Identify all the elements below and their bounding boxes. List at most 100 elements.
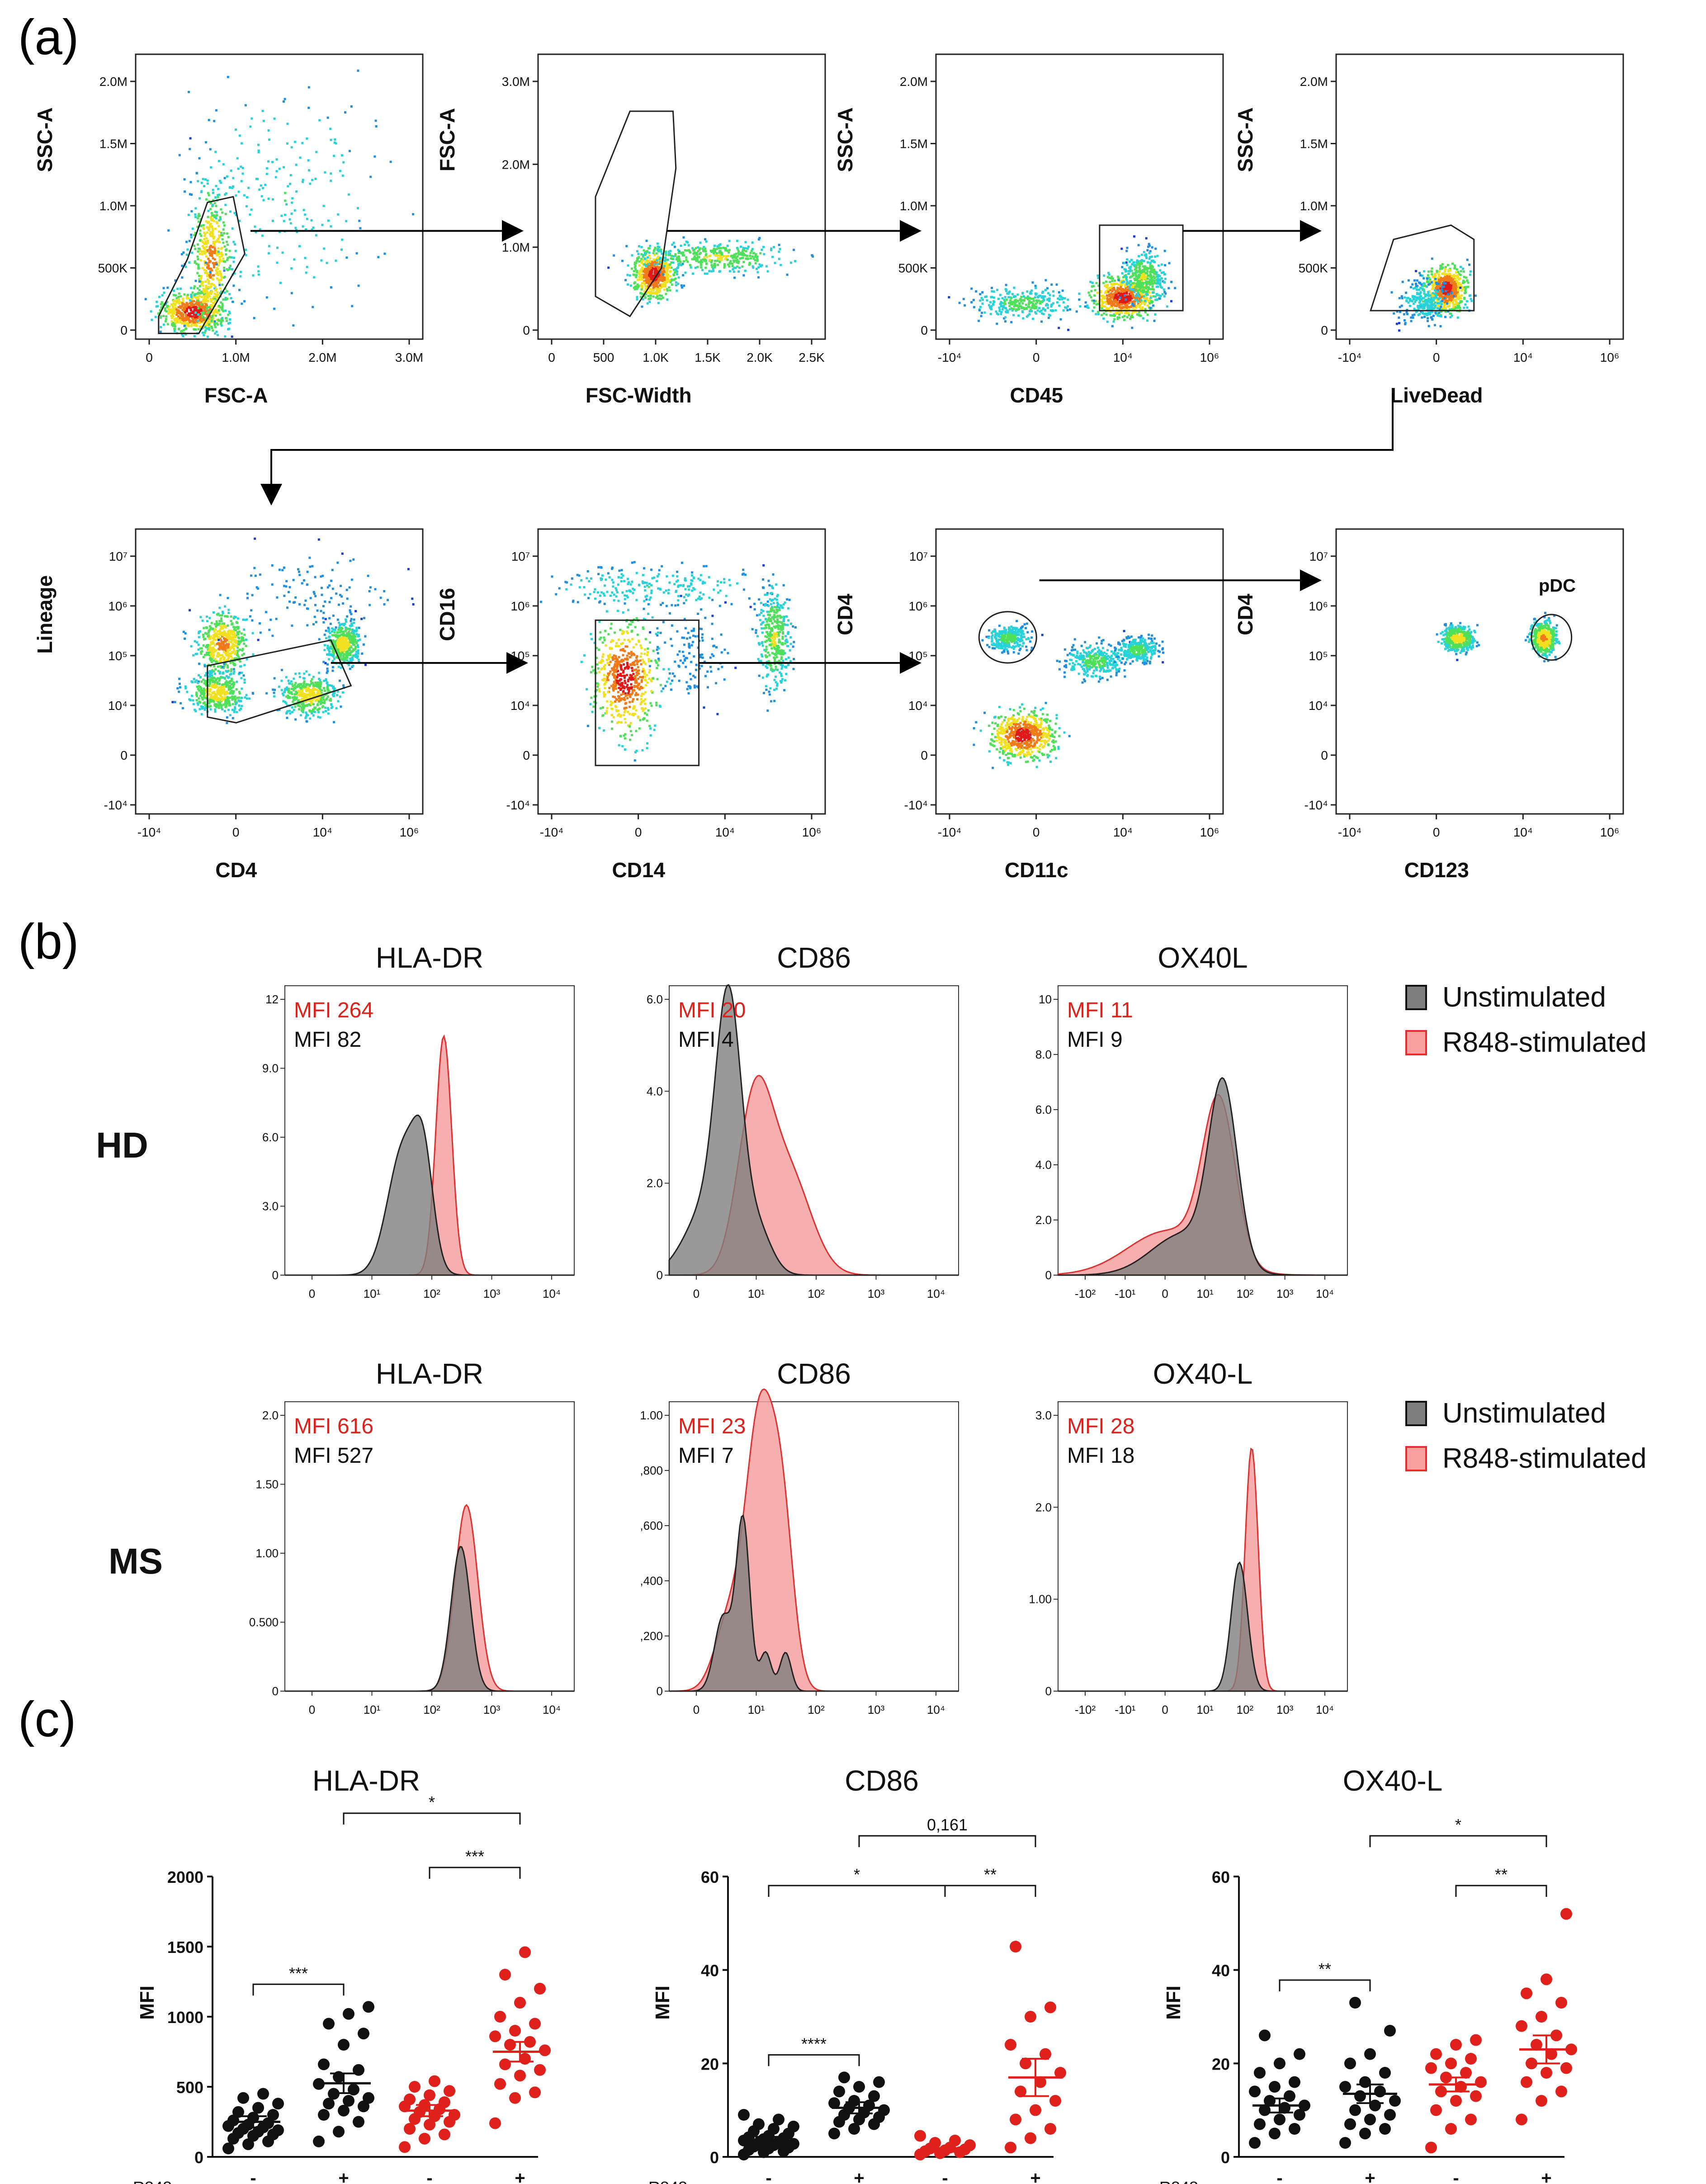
gating-event [233, 641, 236, 643]
gating-event [218, 645, 221, 648]
gating-event [1128, 282, 1130, 284]
gating-event [685, 256, 688, 259]
gating-event [665, 267, 667, 270]
gating-event [1138, 266, 1141, 269]
gating-event [211, 252, 213, 255]
gating-event [1431, 301, 1433, 303]
gating-event [283, 220, 285, 222]
gating-event [220, 643, 222, 645]
gating-event [1129, 316, 1132, 318]
gating-event [185, 310, 188, 312]
gating-event [1067, 305, 1069, 307]
gating-event [1153, 279, 1156, 282]
gating-event [257, 151, 260, 154]
gating-event [305, 228, 307, 231]
gating-event [226, 259, 228, 261]
gating-event [751, 255, 754, 258]
gating-event [635, 285, 638, 288]
gating-event [678, 250, 681, 253]
gating-event [1419, 291, 1422, 293]
gating-event [1055, 283, 1058, 286]
gating-event [1134, 285, 1137, 288]
gating-event [175, 319, 177, 322]
gating-event [209, 649, 212, 652]
gating-event [1421, 274, 1424, 277]
gating-event [653, 263, 656, 266]
gating-event [185, 241, 188, 243]
gating-event [1121, 296, 1124, 298]
gating-event [309, 182, 312, 185]
gating-event [1457, 307, 1460, 309]
gating-event [661, 284, 663, 287]
gating-event [184, 632, 187, 635]
gating-event [1149, 256, 1152, 258]
gating-event [170, 315, 173, 317]
gating-event [636, 298, 638, 301]
gating-event [214, 668, 217, 671]
gating-event [1430, 305, 1433, 307]
gating-event [206, 652, 208, 654]
gating-event [990, 308, 992, 311]
gating-event [1455, 274, 1458, 277]
gating-y-tick-label: 0 [1321, 323, 1328, 337]
gating-event [1132, 273, 1134, 275]
gating-event [1035, 303, 1037, 305]
gating-event [658, 297, 661, 300]
gating-event [975, 290, 978, 293]
gating-event [195, 262, 198, 265]
gating-event [282, 100, 285, 103]
gating-event [641, 282, 643, 284]
gating-event [218, 256, 221, 258]
gating-event [345, 256, 348, 259]
gating-event [1111, 290, 1114, 293]
gating-event [1139, 260, 1142, 262]
gating-event [633, 282, 636, 285]
gating-event [195, 301, 198, 304]
gating-event [714, 260, 716, 262]
gating-event [236, 627, 239, 630]
gating-event [685, 240, 688, 243]
gating-event [228, 633, 231, 636]
gating-event [1467, 281, 1470, 284]
gating-event [209, 665, 212, 667]
gating-event [1124, 306, 1126, 308]
gating-event [1114, 299, 1117, 302]
gating-event [224, 647, 227, 649]
gating-event [676, 260, 679, 263]
gating-event [712, 267, 714, 270]
gating-event [210, 642, 213, 644]
gating-event [223, 266, 226, 269]
gating-event [762, 246, 765, 248]
gating-event [207, 299, 209, 302]
gating-event [645, 252, 647, 255]
gating-event [230, 641, 232, 643]
gating-event [222, 658, 225, 661]
gating-event [718, 244, 720, 246]
gating-event [1157, 279, 1159, 282]
gating-event [1040, 296, 1043, 299]
gating-event [199, 647, 202, 650]
gating-event [676, 256, 679, 259]
gating-event [1149, 295, 1152, 298]
gating-event [1117, 277, 1120, 280]
gating-event [221, 614, 223, 617]
gating-event [1410, 286, 1412, 288]
gating-event [1135, 282, 1138, 285]
gating-event [719, 250, 722, 252]
gating-event [289, 174, 292, 176]
gating-event [1456, 276, 1459, 279]
gating-plot-2: 0 500 1.0K 1.5K 2.0K 2.5K01.0M2.0M3.0MFSC-Wid… [435, 53, 826, 407]
gating-event [296, 231, 298, 233]
gating-event [741, 250, 744, 253]
gating-event [217, 670, 220, 672]
gating-event [207, 264, 210, 267]
gating-event [1422, 300, 1424, 303]
gating-event [1150, 283, 1153, 285]
gating-event [732, 259, 735, 262]
gating-event [195, 293, 198, 295]
gating-event [227, 658, 229, 661]
gating-event [210, 268, 212, 270]
gating-event [1429, 313, 1432, 316]
gating-event [220, 322, 222, 325]
gating-event [1441, 267, 1443, 270]
